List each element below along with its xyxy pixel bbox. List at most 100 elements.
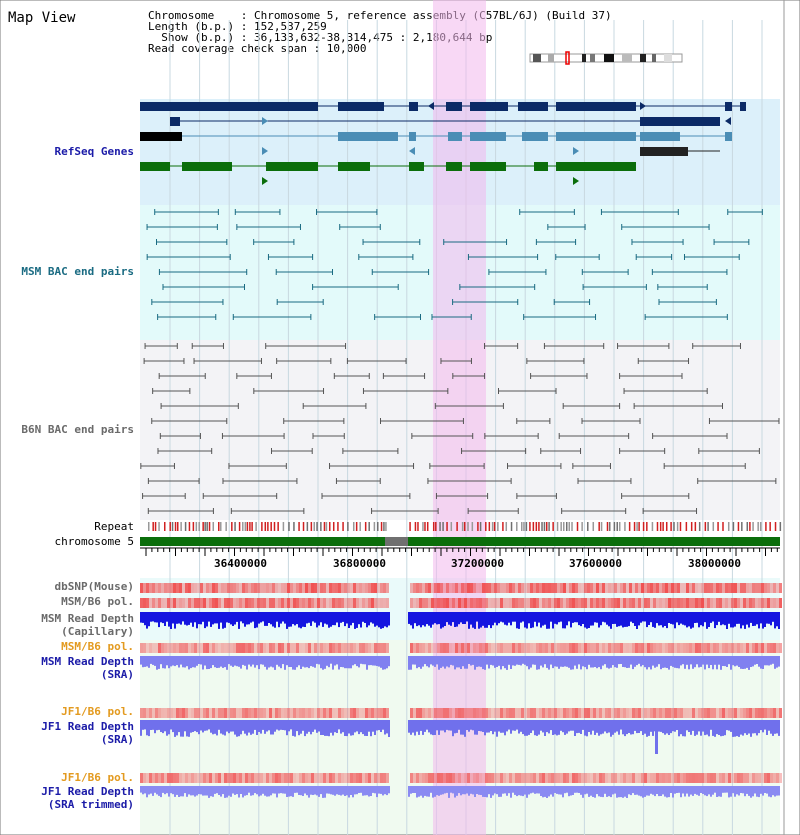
depth-bar [476, 656, 478, 667]
heatmap-cell [353, 773, 356, 783]
heatmap-cell [380, 708, 383, 718]
heatmap-cell [332, 773, 335, 783]
heatmap-cell [668, 708, 671, 718]
depth-bar [684, 720, 686, 737]
depth-bar [306, 612, 308, 624]
depth-bar [716, 612, 718, 626]
depth-bar [316, 720, 318, 733]
depth-bar [374, 720, 376, 735]
heatmap-cell [473, 598, 476, 608]
heatmap-cell [359, 708, 362, 718]
depth-bar [536, 720, 538, 736]
heatmap-cell [341, 583, 344, 593]
repeat-element [548, 522, 550, 531]
depth-bar [566, 786, 568, 793]
depth-bar [196, 612, 198, 629]
depth-bar [550, 720, 552, 731]
depth-bar [262, 786, 264, 794]
heatmap-cell [686, 773, 689, 783]
depth-bar [336, 656, 338, 665]
depth-bar [742, 786, 744, 794]
depth-bar [500, 612, 502, 622]
depth-bar [446, 656, 448, 667]
depth-bar [582, 720, 584, 730]
depth-bar [332, 720, 334, 736]
heatmap-cell [140, 643, 143, 653]
depth-bar [458, 656, 460, 668]
repeat-element [624, 522, 626, 531]
heatmap-cell [599, 773, 602, 783]
heatmap-cell [221, 598, 224, 608]
depth-bar [324, 720, 326, 736]
depth-bar [614, 786, 616, 794]
depth-bar [572, 720, 574, 731]
depth-bar [562, 656, 564, 667]
depth-bar [688, 656, 690, 670]
depth-bar [420, 656, 422, 669]
gene-exon [556, 162, 636, 171]
depth-bar [430, 786, 432, 793]
depth-bar [444, 612, 446, 626]
depth-bar [310, 786, 312, 795]
heatmap-cell [596, 583, 599, 593]
depth-bar [746, 656, 748, 668]
depth-bar [666, 656, 668, 668]
heatmap-cell [317, 708, 320, 718]
heatmap-cell [215, 583, 218, 593]
depth-bar [278, 656, 280, 667]
repeat-track [148, 522, 782, 531]
heatmap-cell [746, 583, 749, 593]
depth-bar [626, 612, 628, 627]
heatmap-cell [365, 773, 368, 783]
heatmap-cell [374, 773, 377, 783]
depth-bar [758, 656, 760, 667]
depth-bar [548, 720, 550, 734]
depth-bar [264, 656, 266, 667]
depth-bar [200, 786, 202, 795]
depth-bar [624, 720, 626, 737]
heatmap-cell [239, 708, 242, 718]
heatmap-cell [506, 598, 509, 608]
heatmap-cell [386, 773, 389, 783]
depth-bar [228, 612, 230, 623]
heatmap-cell [434, 643, 437, 653]
heatmap-cell [224, 773, 227, 783]
depth-bar [198, 656, 200, 664]
depth-bar [520, 786, 522, 796]
depth-bar [546, 656, 548, 668]
depth-bar [542, 612, 544, 626]
heatmap-cell [770, 708, 773, 718]
heatmap-cell [197, 773, 200, 783]
heatmap-cell [644, 643, 647, 653]
heatmap-cell [683, 708, 686, 718]
heatmap-cell [242, 583, 245, 593]
heatmap-cell [740, 643, 743, 653]
depth-bar [604, 656, 606, 665]
heatmap-cell [707, 708, 710, 718]
heatmap-cell [743, 708, 746, 718]
depth-bar [304, 786, 306, 794]
depth-bar [504, 612, 506, 625]
heatmap-cell [254, 643, 257, 653]
heatmap-cell [146, 708, 149, 718]
depth-bar [360, 786, 362, 793]
depth-bar [568, 786, 570, 797]
depth-bar [338, 656, 340, 670]
depth-bar [734, 786, 736, 797]
repeat-element [633, 522, 636, 531]
repeat-element [325, 522, 328, 531]
heatmap-cell [698, 643, 701, 653]
depth-bar [554, 656, 556, 667]
heatmap-cell [602, 643, 605, 653]
heatmap-cell [314, 598, 317, 608]
heatmap-cell [674, 708, 677, 718]
heatmap-cell [470, 643, 473, 653]
depth-bar [750, 656, 752, 667]
heatmap-cell [593, 708, 596, 718]
depth-bar [730, 656, 732, 670]
depth-bar [746, 786, 748, 794]
depth-bar [596, 656, 598, 669]
depth-bar [696, 612, 698, 623]
depth-bar [722, 786, 724, 793]
